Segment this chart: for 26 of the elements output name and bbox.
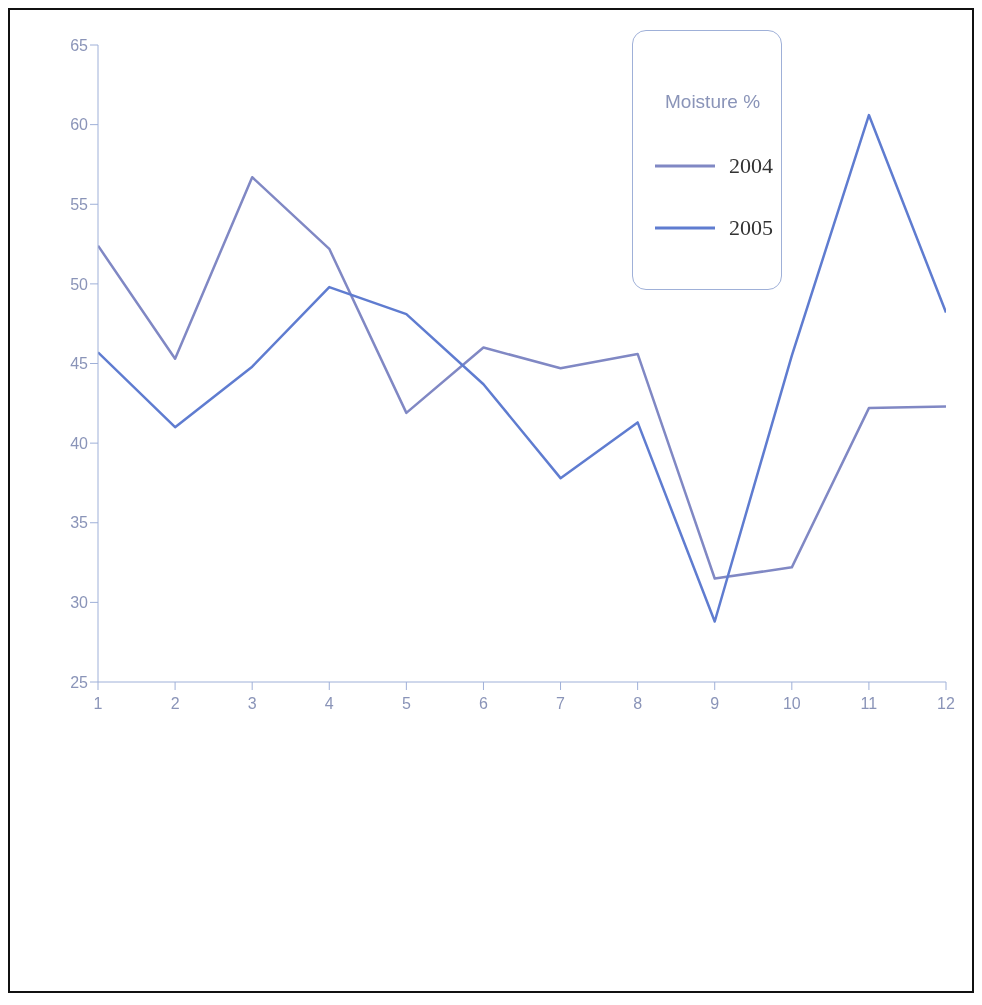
x-tick-label: 12 — [937, 695, 955, 713]
legend-label: 2005 — [729, 215, 773, 241]
y-tick-label: 35 — [70, 514, 89, 532]
x-tick-label: 3 — [247, 695, 257, 713]
x-tick-label: 8 — [633, 695, 643, 713]
y-tick-label: 50 — [70, 275, 89, 293]
x-tick-label: 7 — [556, 695, 566, 713]
legend-label: 2004 — [729, 153, 773, 179]
x-tick-label: 10 — [782, 695, 801, 713]
x-tick-label: 4 — [324, 695, 334, 713]
x-tick-label: 1 — [93, 695, 103, 713]
x-tick-label: 11 — [860, 695, 878, 713]
y-tick-label: 25 — [70, 673, 89, 691]
y-tick-label: 65 — [70, 36, 89, 54]
x-tick-label: 2 — [170, 695, 180, 713]
y-tick-label: 45 — [70, 355, 89, 373]
y-tick-label: 40 — [70, 434, 89, 452]
x-tick-label: 5 — [401, 695, 411, 713]
x-tick-label: 9 — [710, 695, 720, 713]
y-tick-label: 60 — [70, 116, 89, 134]
legend-title: Moisture % — [665, 91, 762, 113]
line-series — [98, 175, 946, 580]
x-tick-label: 6 — [479, 695, 488, 713]
y-tick-label: 30 — [70, 594, 89, 612]
line-series — [98, 113, 946, 623]
y-tick-label: 55 — [70, 195, 89, 213]
